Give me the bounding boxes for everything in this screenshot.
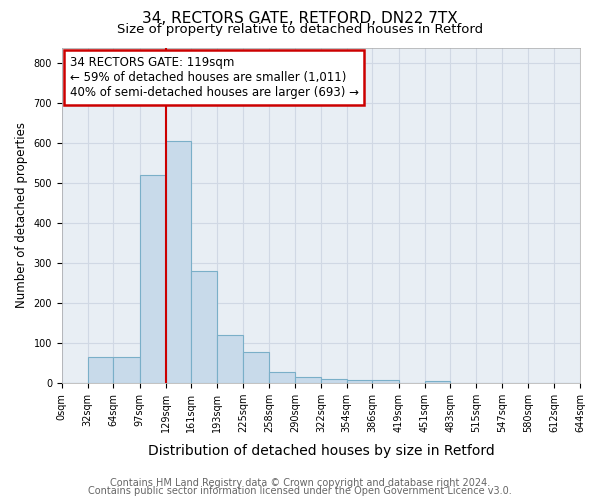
Text: 34 RECTORS GATE: 119sqm
← 59% of detached houses are smaller (1,011)
40% of semi: 34 RECTORS GATE: 119sqm ← 59% of detache… xyxy=(70,56,359,99)
Text: 34, RECTORS GATE, RETFORD, DN22 7TX: 34, RECTORS GATE, RETFORD, DN22 7TX xyxy=(142,11,458,26)
Bar xyxy=(373,380,399,383)
Bar xyxy=(113,357,140,383)
Bar xyxy=(347,380,373,383)
Bar xyxy=(166,142,191,383)
Y-axis label: Number of detached properties: Number of detached properties xyxy=(15,122,28,308)
Bar xyxy=(321,379,347,383)
Bar xyxy=(217,335,243,383)
Text: Contains HM Land Registry data © Crown copyright and database right 2024.: Contains HM Land Registry data © Crown c… xyxy=(110,478,490,488)
Bar xyxy=(269,372,295,383)
Bar xyxy=(425,381,451,383)
Bar xyxy=(191,272,217,383)
Text: Size of property relative to detached houses in Retford: Size of property relative to detached ho… xyxy=(117,22,483,36)
Bar xyxy=(140,176,166,383)
Bar xyxy=(243,352,269,383)
Text: Contains public sector information licensed under the Open Government Licence v3: Contains public sector information licen… xyxy=(88,486,512,496)
Bar xyxy=(88,357,113,383)
Bar xyxy=(295,377,321,383)
X-axis label: Distribution of detached houses by size in Retford: Distribution of detached houses by size … xyxy=(148,444,494,458)
